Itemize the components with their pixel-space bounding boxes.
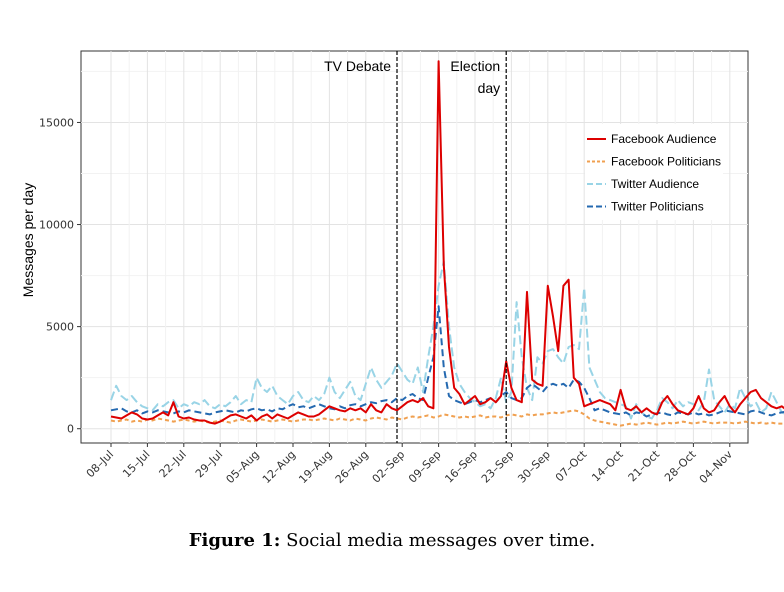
event-label: day <box>478 80 501 96</box>
y-tick-label: 5000 <box>46 321 74 334</box>
gridlines <box>81 51 748 443</box>
series-lines <box>110 60 784 427</box>
x-tick-label: 22–Jul <box>157 448 189 480</box>
x-tick-label: 29–Jul <box>193 448 225 480</box>
figure-caption-label: Figure 1: <box>188 530 281 551</box>
legend-label: Twitter Audience <box>611 177 699 191</box>
x-tick-label: 28–Oct <box>662 447 699 484</box>
x-tick-label: 23–Sep <box>479 448 517 486</box>
legend: Facebook Audience Facebook Politicians Twi… <box>585 124 723 220</box>
figure-caption: Figure 1: Social media messages over tim… <box>0 530 784 551</box>
x-tick-label: 15–Jul <box>120 448 152 480</box>
x-tick-label: 02–Sep <box>370 448 408 486</box>
series-line-twitter-audience <box>110 260 784 420</box>
x-tick-label: 09–Sep <box>406 448 444 486</box>
event-label: TV Debate <box>324 58 391 74</box>
x-tick-label: 05–Aug <box>224 448 262 486</box>
legend-label: Facebook Audience <box>611 132 717 146</box>
x-tick-label: 19–Aug <box>296 448 334 486</box>
event-label: Election <box>450 58 500 74</box>
x-tick-label: 16–Sep <box>442 448 480 486</box>
x-tick-label: 04–Nov <box>697 448 736 487</box>
y-axis: 0 5000 10000 15000 <box>39 116 81 436</box>
x-tick-label: 30–Sep <box>515 448 553 486</box>
y-tick-label: 10000 <box>39 219 74 232</box>
x-tick-label: 21–Oct <box>626 447 663 484</box>
legend-label: Twitter Politicians <box>611 200 704 214</box>
x-axis: 08–Jul 15–Jul 22–Jul 29–Jul05–Aug12–Aug19–A… <box>84 443 736 487</box>
event-markers: TV Debate Election day <box>324 51 507 443</box>
x-tick-label: 07–Oct <box>553 447 590 484</box>
plot-panel <box>80 50 749 444</box>
series-line-facebook-audience <box>110 60 784 425</box>
y-axis-label: Messages per day <box>20 183 36 297</box>
legend-label: Facebook Politicians <box>611 155 721 169</box>
figure-caption-text: Social media messages over time. <box>286 530 596 551</box>
y-tick-label: 0 <box>67 423 74 436</box>
x-tick-label: 26–Aug <box>333 448 371 486</box>
legend-box <box>585 124 723 220</box>
series-line-twitter-politicians <box>110 305 784 418</box>
x-tick-label: 08–Jul <box>84 448 116 480</box>
x-tick-label: 14–Oct <box>589 447 626 484</box>
x-tick-label: 12–Aug <box>260 448 298 486</box>
y-tick-label: 15000 <box>39 116 74 129</box>
series-line-facebook-politicians <box>110 409 784 427</box>
chart-svg: 0 5000 10000 15000 08–Jul 15–Jul 22–Jul 29–Jul… <box>20 50 784 487</box>
